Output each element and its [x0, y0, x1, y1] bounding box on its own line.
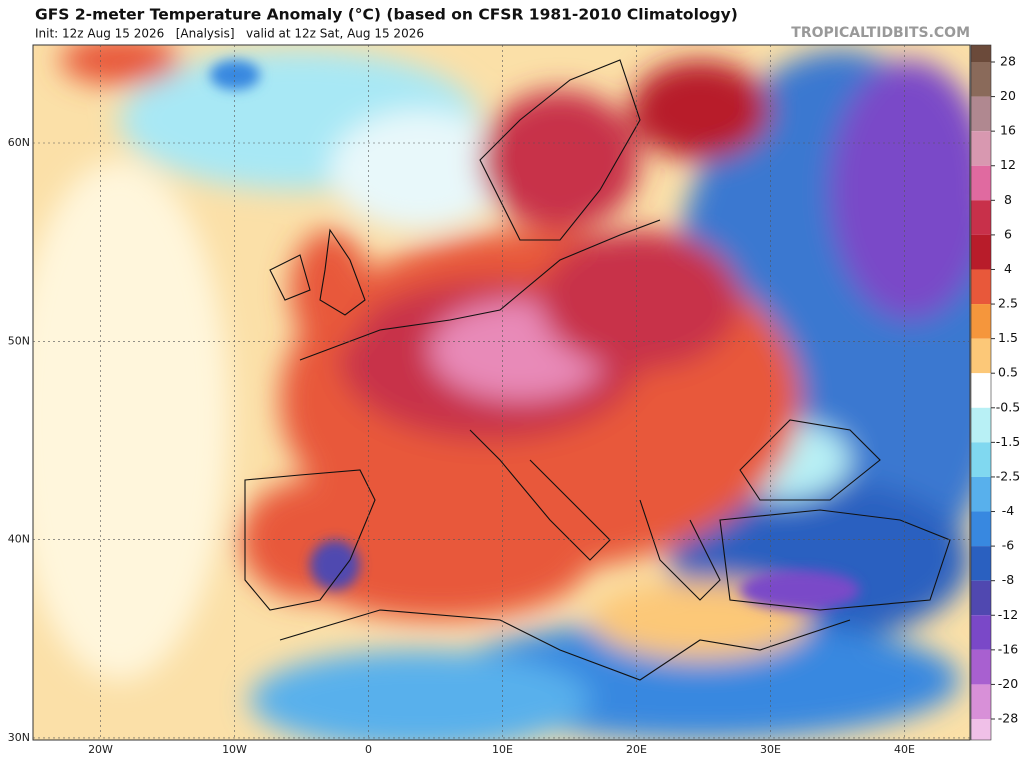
colorbar-label: 12: [1000, 157, 1016, 172]
colorbar-label: -8: [1002, 572, 1015, 587]
colorbar-cell: [971, 442, 991, 477]
lon-label: 10E: [492, 743, 513, 756]
coastlines: [244, 59, 951, 681]
colorbar-frame: [970, 44, 992, 741]
colorbar-cell: [971, 234, 991, 270]
colorbar-cell: [971, 269, 991, 305]
colorbar-label: -0.5: [996, 399, 1020, 414]
lat-label: 60N: [8, 136, 30, 149]
title: GFS 2-meter Temperature Anomaly (°C) (ba…: [35, 6, 738, 24]
colorbar-label: -28: [998, 711, 1018, 726]
colorbar-label: -12: [998, 607, 1018, 622]
colorbar-cell: [971, 62, 991, 97]
colorbar-label: -1.5: [996, 434, 1020, 449]
colorbar-cell: [971, 131, 991, 166]
colorbar-cell: [971, 338, 991, 374]
lon-label: 40E: [894, 743, 915, 756]
colorbar: 28 20 16 12 8 6 4 2.5 1.5 0.5 -0.5 -1.5 -2.5 -4 -6 -8 -1…: [970, 44, 1020, 741]
colorbar-label: 28: [1000, 54, 1016, 69]
colorbar-label: 0.5: [998, 365, 1018, 380]
colorbar-label: -6: [1002, 538, 1015, 553]
lon-label: 10W: [222, 743, 247, 756]
colorbar-cell: [971, 45, 991, 62]
lon-label: 20W: [88, 743, 113, 756]
colorbar-label: -4: [1002, 503, 1015, 518]
graticule: 60N 50N 40N 30N 20W 10W 0 10E 20E 30E 40E: [8, 45, 970, 756]
colorbar-label: 4: [1004, 261, 1012, 276]
subtitle: Init: 12z Aug 15 2026 [Analysis] valid a…: [35, 27, 424, 41]
colorbar-label: 6: [1004, 226, 1012, 241]
site-credit: TROPICALTIDBITS.COM: [791, 25, 970, 41]
colorbar-label: 16: [1000, 123, 1016, 138]
lat-label: 40N: [8, 533, 30, 546]
lat-label: 30N: [8, 731, 30, 744]
colorbar-label: 1.5: [998, 330, 1018, 345]
colorbar-label: -2.5: [996, 468, 1020, 483]
colorbar-cell: [971, 200, 991, 235]
lon-label: 0: [365, 743, 372, 756]
colorbar-cell: [971, 476, 991, 512]
lon-label: 30E: [760, 743, 781, 756]
colorbar-cell: [971, 304, 991, 339]
colorbar-label: -20: [998, 676, 1018, 691]
map-field: [33, 45, 970, 740]
colorbar-cell: [971, 511, 991, 547]
colorbar-cell: [971, 684, 991, 719]
colorbar-cell: [971, 615, 991, 650]
colorbar-label: 2.5: [998, 296, 1018, 311]
colorbar-cell: [971, 407, 991, 443]
colorbar-cell: [971, 546, 991, 581]
map-frame: [32, 44, 971, 741]
colorbar-label: 8: [1004, 192, 1012, 207]
colorbar-cell: [971, 165, 991, 201]
lat-label: 50N: [8, 334, 30, 347]
colorbar-cell: [971, 719, 991, 740]
colorbar-label: -16: [998, 641, 1018, 656]
colorbar-cell: [971, 649, 991, 685]
colorbar-label: 20: [1000, 88, 1016, 103]
colorbar-cell: [971, 373, 991, 408]
lon-label: 20E: [626, 743, 647, 756]
colorbar-cell: [971, 96, 991, 132]
colorbar-cell: [971, 580, 991, 616]
